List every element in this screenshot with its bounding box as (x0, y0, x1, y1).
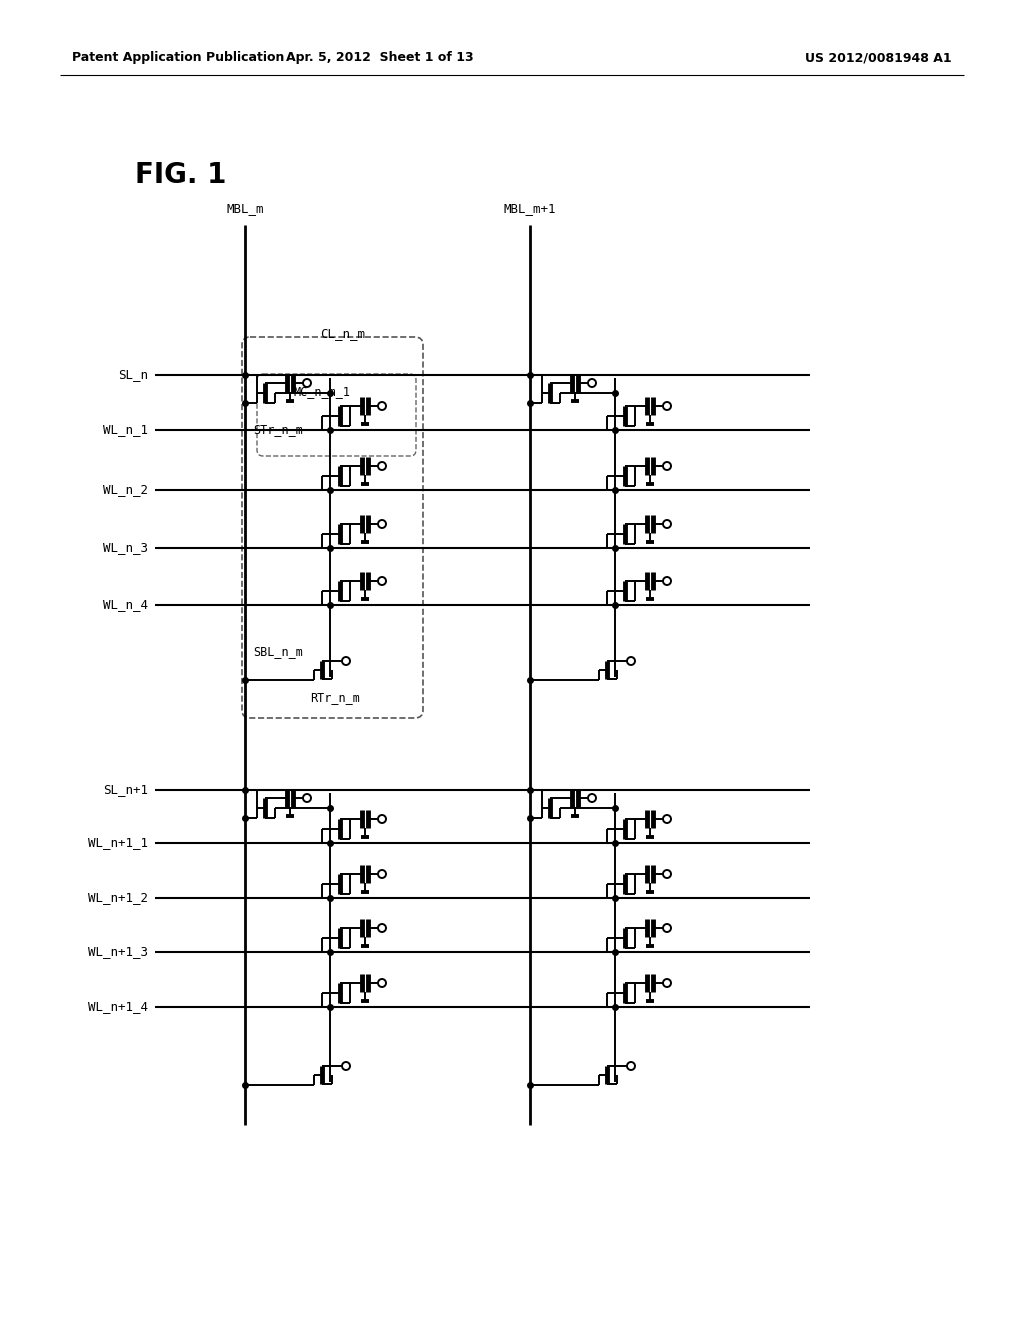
Text: WL_n+1_3: WL_n+1_3 (88, 945, 148, 958)
Text: WL_n+1_1: WL_n+1_1 (88, 837, 148, 850)
Text: CL_n_m: CL_n_m (319, 327, 365, 341)
Text: WL_n_4: WL_n_4 (103, 598, 148, 611)
Text: Patent Application Publication: Patent Application Publication (72, 51, 285, 65)
Text: SL_n+1: SL_n+1 (103, 784, 148, 796)
Text: RTr_n_m: RTr_n_m (310, 692, 359, 705)
Text: WL_n+1_4: WL_n+1_4 (88, 1001, 148, 1014)
Text: SBL_n_m: SBL_n_m (253, 645, 303, 659)
Text: WL_n_1: WL_n_1 (103, 424, 148, 437)
Text: SL_n: SL_n (118, 368, 148, 381)
Text: MBL_m+1: MBL_m+1 (504, 202, 556, 215)
Text: MC_n_m_1: MC_n_m_1 (293, 385, 350, 399)
Text: WL_n_3: WL_n_3 (103, 541, 148, 554)
Text: STr_n_m: STr_n_m (253, 424, 303, 437)
Text: Apr. 5, 2012  Sheet 1 of 13: Apr. 5, 2012 Sheet 1 of 13 (286, 51, 474, 65)
Text: WL_n+1_2: WL_n+1_2 (88, 891, 148, 904)
Text: US 2012/0081948 A1: US 2012/0081948 A1 (805, 51, 952, 65)
Text: FIG. 1: FIG. 1 (135, 161, 226, 189)
Text: WL_n_2: WL_n_2 (103, 483, 148, 496)
Text: MBL_m: MBL_m (226, 202, 264, 215)
